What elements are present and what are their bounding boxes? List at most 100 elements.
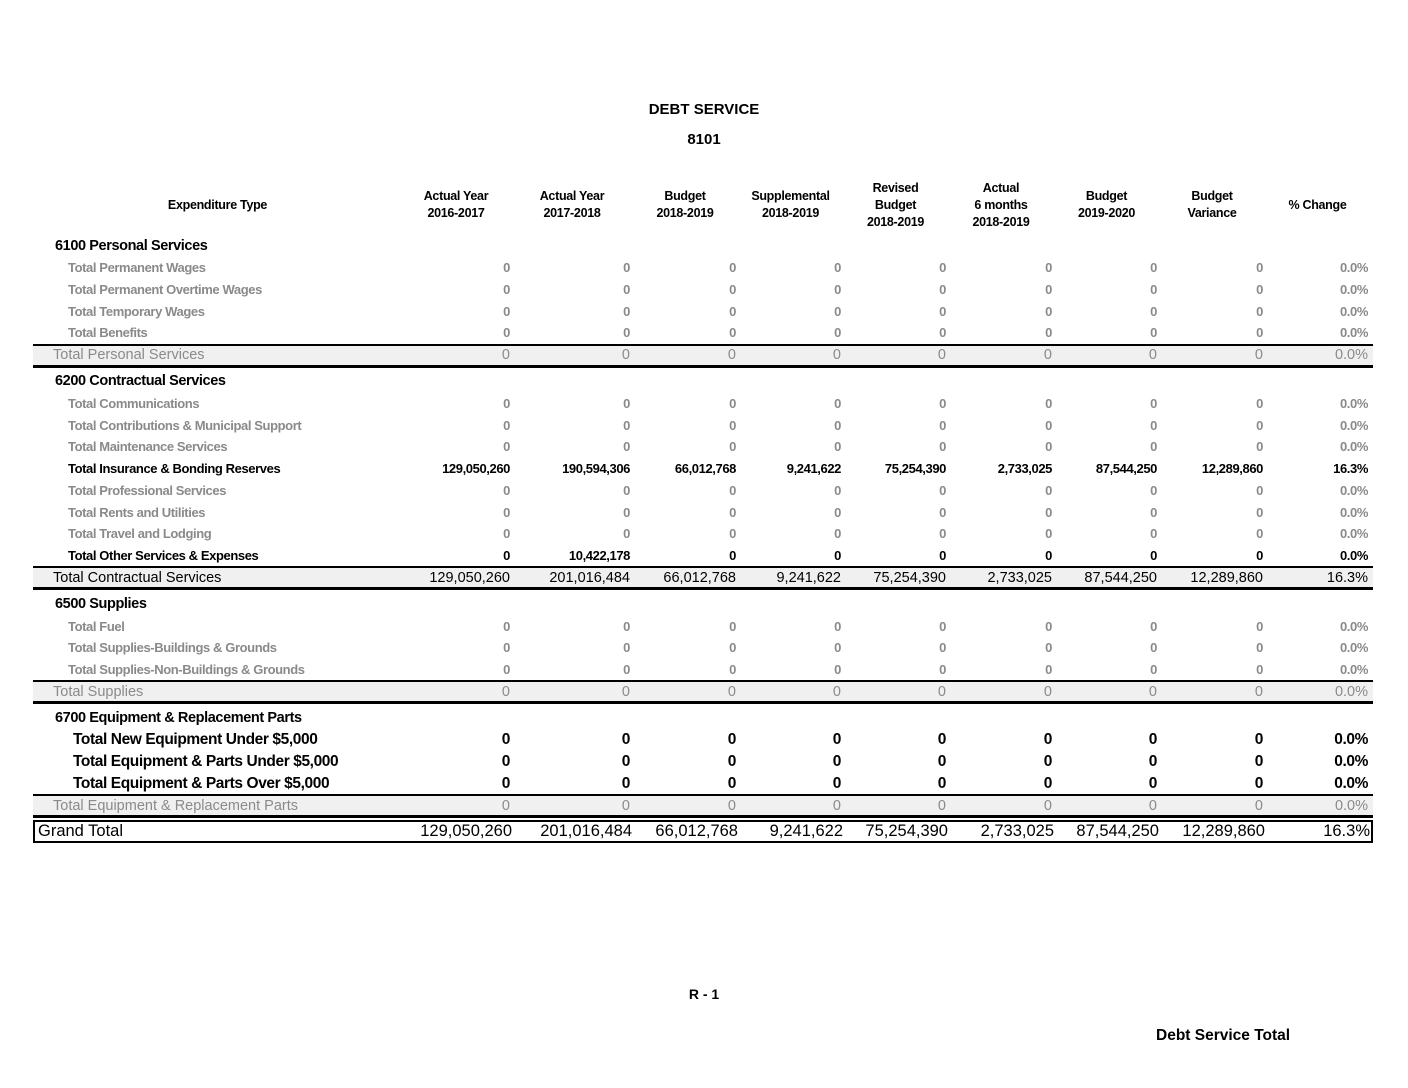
cell-value: 0 [834, 547, 841, 563]
cell-value: 0 [1150, 303, 1157, 319]
department-code: 8101 [687, 131, 721, 148]
cell-value: 0 [1256, 661, 1263, 677]
cell-value: 0 [1256, 640, 1263, 656]
cell-value: 0 [501, 683, 510, 700]
table-row: Total Contributions & Municipal Support 0… [33, 414, 1373, 436]
section-header-row: 6200 Contractual Services [33, 370, 1373, 393]
cell-value: 87,544,250 [1095, 461, 1157, 477]
cell-value: 0 [729, 618, 736, 634]
grand-total-row: Grand Total 129,050,260 201,016,484 66,012,… [33, 820, 1373, 844]
cell-value: 0 [1148, 797, 1157, 814]
row-label: Total Benefits [68, 325, 148, 341]
cell-value: 0 [729, 325, 736, 341]
cell-value: 0 [1150, 661, 1157, 677]
cell-value: 0 [1045, 303, 1052, 319]
row-label: Total Travel and Lodging [68, 526, 212, 542]
cell-value: 0 [623, 504, 630, 520]
cell-value: 9,241,622 [776, 569, 841, 586]
cell-value: 0 [1256, 526, 1263, 542]
column-header: Actual Year 2017-2018 [539, 189, 605, 220]
cell-value: 0 [621, 797, 630, 814]
cell-value: 0 [727, 347, 736, 364]
cell-value: 0 [1148, 683, 1157, 700]
cell-value: 0 [1256, 504, 1263, 520]
table-row: Total New Equipment Under $5,000 0 0 0 0 0 0 0 0… [33, 729, 1373, 751]
cell-value: 0 [1254, 797, 1263, 814]
cell-value: 129,050,260 [420, 822, 512, 841]
cell-value: 0 [1254, 683, 1263, 700]
subtotal-row: Total Equipment & Replacement Parts 0 0 0 0 0… [33, 794, 1373, 819]
cell-value: 0 [729, 303, 736, 319]
cell-value: 75,254,390 [873, 569, 946, 586]
cell-value: 0 [1045, 661, 1052, 677]
cell-value: 16.3% [1326, 569, 1368, 586]
cell-value: 0 [623, 303, 630, 319]
cell-value: 75,254,390 [884, 461, 946, 477]
table-row: Total Equipment & Parts Over $5,000 0 0 0 0 0… [33, 773, 1373, 795]
row-label: 6500 Supplies [55, 595, 147, 612]
cell-value: 0 [1256, 482, 1263, 498]
cell-value: 0.0% [1339, 504, 1368, 520]
row-label: Total Insurance & Bonding Reserves [68, 461, 281, 477]
row-label: Total Rents and Utilities [68, 504, 206, 520]
cell-value: 0 [834, 661, 841, 677]
cell-value: 0 [1150, 482, 1157, 498]
column-header: Revised Budget 2018-2019 [866, 180, 925, 229]
cell-value: 0 [1150, 260, 1157, 276]
cell-value: 0 [834, 439, 841, 455]
cell-value: 0.0% [1334, 683, 1368, 700]
cell-value: 0 [834, 618, 841, 634]
cell-value: 0 [1045, 417, 1052, 433]
cell-value: 66,012,768 [655, 822, 738, 841]
cell-value: 0.0% [1339, 439, 1368, 455]
cell-value: 0 [939, 325, 946, 341]
cell-value: 0 [1045, 325, 1052, 341]
expenditure-table: 6100 Personal Services Total Permanent Wa… [33, 234, 1373, 844]
cell-value: 75,254,390 [865, 822, 948, 841]
table-row: Total Rents and Utilities 0 0 0 0 0 0 0 0 0.0% [33, 501, 1373, 523]
footer-label: Debt Service Total [1156, 1027, 1291, 1044]
row-label: Total Personal Services [53, 347, 205, 364]
cell-value: 0 [729, 260, 736, 276]
row-label: Total Communications [68, 396, 200, 412]
row-label: Total Supplies-Non-Buildings & Grounds [68, 661, 305, 677]
cell-value: 201,016,484 [549, 569, 630, 586]
cell-value: 0 [1150, 640, 1157, 656]
cell-value: 0 [621, 731, 631, 749]
cell-value: 9,241,622 [786, 461, 842, 477]
cell-value: 0 [1256, 547, 1263, 563]
row-label: Total Contributions & Municipal Support [68, 417, 302, 433]
cell-value: 0 [1150, 439, 1157, 455]
row-label: Total New Equipment Under $5,000 [73, 731, 318, 749]
cell-value: 0 [1254, 347, 1263, 364]
cell-value: 0 [623, 661, 630, 677]
table-row: Total Temporary Wages 0 0 0 0 0 0 0 0 0.0% [33, 300, 1373, 322]
cell-value: 0 [727, 774, 737, 792]
cell-value: 0.0% [1334, 774, 1368, 792]
row-label: Total Fuel [68, 618, 125, 634]
cell-value: 0 [1256, 396, 1263, 412]
table-row: Total Permanent Overtime Wages 0 0 0 0 0 0 0 0 0.… [33, 279, 1373, 301]
row-label: Total Equipment & Parts Under $5,000 [73, 752, 339, 770]
cell-value: 0 [1256, 618, 1263, 634]
cell-value: 0 [1150, 504, 1157, 520]
cell-value: 0 [939, 661, 946, 677]
cell-value: 0 [621, 752, 631, 770]
cell-value: 12,289,860 [1201, 461, 1263, 477]
cell-value: 0 [503, 526, 510, 542]
row-label: Total Supplies [53, 683, 144, 700]
row-label: Total Equipment & Replacement Parts [53, 797, 299, 814]
cell-value: 0 [834, 640, 841, 656]
cell-value: 87,544,250 [1084, 569, 1157, 586]
cell-value: 0 [729, 504, 736, 520]
cell-value: 129,050,260 [429, 569, 510, 586]
column-header: Budget Variance [1187, 189, 1237, 220]
subtotal-row: Total Supplies 0 0 0 0 0 0 0 0 0.0% [33, 680, 1373, 705]
cell-value: 0 [729, 439, 736, 455]
cell-value: 0.0% [1339, 325, 1368, 341]
cell-value: 0 [1043, 683, 1052, 700]
cell-value: 0 [1148, 774, 1158, 792]
cell-value: 0 [832, 731, 842, 749]
cell-value: 0 [503, 439, 510, 455]
